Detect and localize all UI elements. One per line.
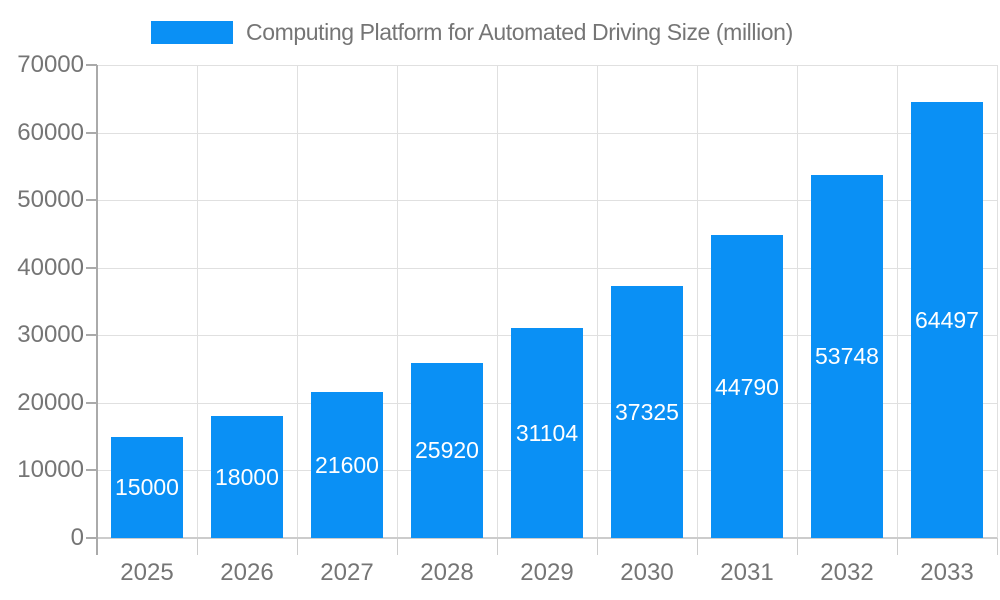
bar-value-label: 15000 [115,474,179,501]
gridline-vertical [597,65,598,538]
y-axis-label: 70000 [17,51,84,78]
y-axis-tick [86,131,97,134]
bar-value-label: 64497 [915,307,979,334]
x-axis-tick [297,538,298,555]
bar-2027[interactable] [311,392,383,538]
bar-2028[interactable] [411,362,483,538]
gridline-vertical [297,65,298,538]
bar-2031[interactable] [711,235,783,538]
x-axis-label: 2026 [220,559,274,586]
x-axis-tick [797,538,798,555]
x-axis-tick [997,538,998,555]
x-axis-label: 2031 [720,559,774,586]
bar-2032[interactable] [811,174,883,538]
x-axis-tick [197,538,198,555]
bar-value-label: 18000 [215,464,279,491]
bar-value-label: 25920 [415,437,479,464]
y-axis-tick [86,537,97,539]
y-axis-tick [86,199,97,202]
y-axis-tick [86,401,97,404]
gridline-vertical [997,65,998,538]
bar-2033[interactable] [911,102,983,538]
gridline-horizontal [97,132,997,134]
x-axis-tick [697,538,698,555]
y-axis-label: 40000 [17,253,84,281]
y-axis-tick [86,64,97,66]
bar-value-label: 21600 [315,452,379,479]
x-axis-tick [897,538,898,555]
gridline-horizontal [97,267,997,269]
bar-value-label: 44790 [715,373,779,400]
x-axis-label: 2028 [420,559,474,586]
chart-title: Computing Platform for Automated Driving… [246,18,793,45]
y-axis-label: 30000 [17,321,84,349]
y-axis-tick [86,469,97,472]
legend-item[interactable]: Computing Platform for Automated Driving… [151,19,793,46]
y-axis-label: 60000 [17,118,84,146]
gridline-vertical [797,65,798,538]
x-axis-label: 2032 [820,559,874,586]
y-axis-label: 10000 [17,456,84,484]
bar-2030[interactable] [611,285,683,538]
x-axis-label: 2025 [120,559,174,586]
legend: Computing Platform for Automated Driving… [151,18,793,46]
y-axis-tick [86,266,97,269]
bar-2025[interactable] [111,436,183,538]
x-axis-tick [497,538,498,555]
y-axis-tick [86,334,97,337]
gridline-vertical [697,65,698,538]
y-axis-label: 0 [70,524,84,551]
bar-2026[interactable] [211,416,283,538]
x-axis-tick [397,538,398,555]
bar-value-label: 37325 [615,398,679,425]
legend-swatch [151,20,233,44]
gridline-horizontal [97,200,997,202]
bar-2029[interactable] [511,327,583,538]
gridline-vertical [197,65,198,538]
x-axis-tick [597,538,598,555]
y-axis-label: 50000 [17,186,84,214]
bar-value-label: 53748 [815,343,879,370]
y-axis-line [96,65,98,555]
x-axis-label: 2033 [920,559,974,586]
x-axis-line [97,537,997,539]
gridline-vertical [397,65,398,538]
gridline-vertical [897,65,898,538]
x-axis-label: 2030 [620,559,674,586]
y-axis-label: 20000 [17,388,84,416]
gridline-horizontal [97,65,997,66]
gridline-vertical [497,65,498,538]
x-axis-label: 2027 [320,559,374,586]
bar-value-label: 31104 [515,419,579,446]
x-axis-label: 2029 [520,559,574,586]
